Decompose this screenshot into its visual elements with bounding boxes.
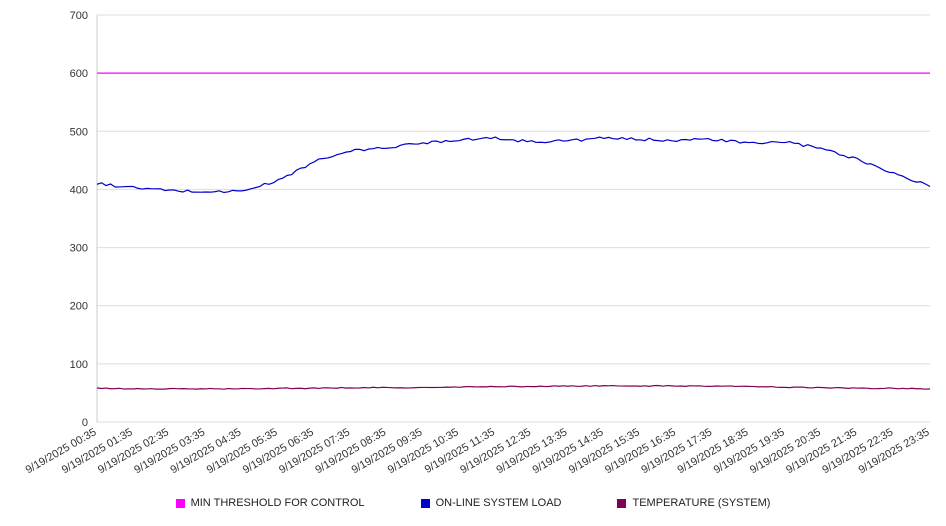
y-tick-label: 600 xyxy=(70,68,88,80)
y-tick-label: 200 xyxy=(70,301,88,313)
y-tick-label: 0 xyxy=(82,417,88,429)
legend-swatch-temperature-system xyxy=(617,498,627,508)
legend-item-min-threshold: MIN THRESHOLD FOR CONTROL xyxy=(175,497,365,509)
series-line-2 xyxy=(96,384,931,390)
y-tick-label: 500 xyxy=(70,126,88,138)
legend-label-min-threshold: MIN THRESHOLD FOR CONTROL xyxy=(190,497,365,509)
legend-label-online-system-load: ON-LINE SYSTEM LOAD xyxy=(435,497,562,509)
legend-label-temperature-system: TEMPERATURE (SYSTEM) xyxy=(632,497,771,509)
series-line-1 xyxy=(96,136,931,194)
legend-item-online-system-load: ON-LINE SYSTEM LOAD xyxy=(420,497,562,509)
y-tick-label: 400 xyxy=(70,184,88,196)
chart-legend: MIN THRESHOLD FOR CONTROL ON-LINE SYSTEM… xyxy=(0,497,946,509)
y-tick-label: 100 xyxy=(70,359,88,371)
y-tick-label: 700 xyxy=(70,10,88,22)
legend-swatch-online-system-load xyxy=(420,498,430,508)
legend-swatch-min-threshold xyxy=(175,498,185,508)
legend-item-temperature-system: TEMPERATURE (SYSTEM) xyxy=(617,497,770,509)
y-tick-label: 300 xyxy=(70,243,88,255)
